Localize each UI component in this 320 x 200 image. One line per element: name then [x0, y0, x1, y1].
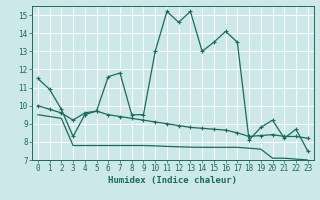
X-axis label: Humidex (Indice chaleur): Humidex (Indice chaleur) [108, 176, 237, 185]
